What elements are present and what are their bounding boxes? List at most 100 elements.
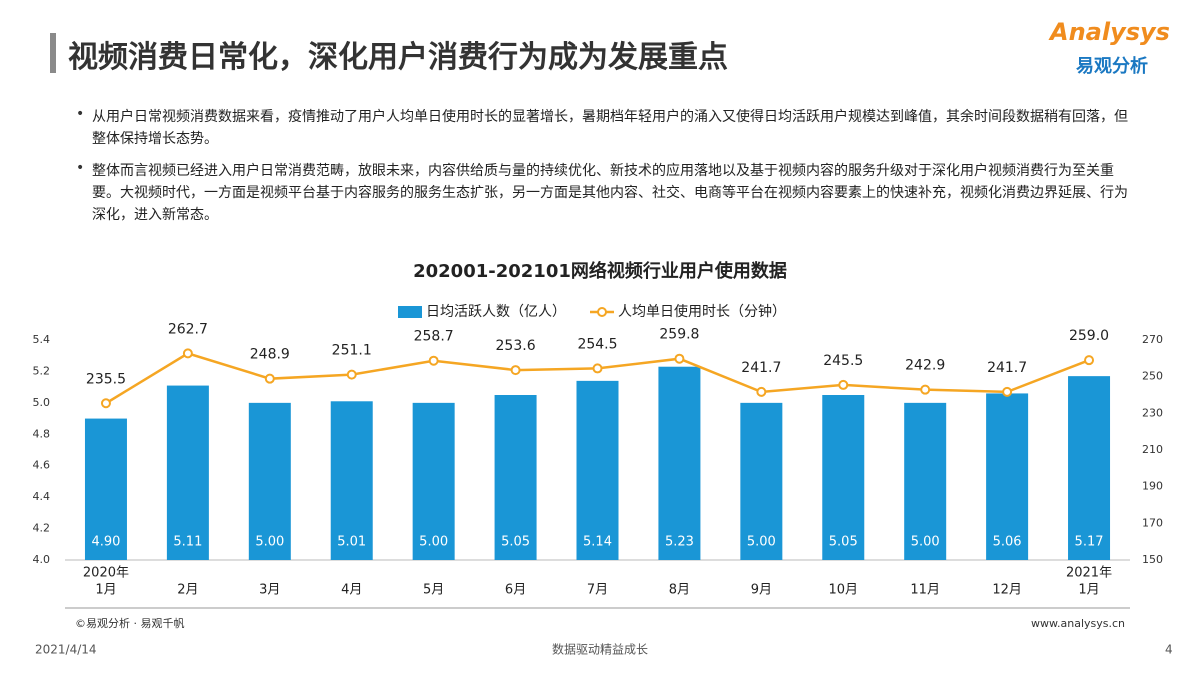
- logo-brand: Analysys: [1050, 18, 1170, 46]
- line-marker: [100, 398, 111, 409]
- line-value-label: 241.7: [741, 360, 781, 376]
- bar-value-label: 5.06: [993, 535, 1022, 550]
- bar: [822, 395, 865, 560]
- x-tick-label: 1月: [1078, 583, 1099, 598]
- x-tick-label: 5月: [423, 583, 444, 598]
- x-tick-label: 10月: [828, 583, 858, 598]
- line-marker: [920, 384, 931, 395]
- bar-value-label: 4.90: [91, 535, 120, 550]
- line-value-label: 242.9: [905, 358, 945, 374]
- y-tick-label: 4.6: [33, 459, 51, 472]
- x-tick-label: 2月: [177, 583, 198, 598]
- y-tick-label: 5.0: [33, 396, 51, 409]
- bar: [658, 366, 701, 560]
- line-value-label: 235.5: [86, 371, 126, 387]
- legend-swatch: [398, 306, 422, 318]
- y2-tick-label: 250: [1142, 370, 1163, 383]
- bar-value-label: 5.00: [747, 535, 776, 550]
- x-tick-label: 3月: [259, 583, 280, 598]
- y2-tick-label: 150: [1142, 553, 1163, 566]
- line-value-label: 259.0: [1069, 328, 1109, 344]
- bar-value-label: 5.05: [501, 535, 530, 550]
- y-tick-label: 4.0: [33, 553, 51, 566]
- legend-label: 日均活跃人数（亿人）: [426, 304, 566, 320]
- x-tick-label: 4月: [341, 583, 362, 598]
- line-value-label: 254.5: [577, 336, 617, 352]
- line-value-label: 262.7: [168, 321, 208, 337]
- bar: [986, 393, 1029, 560]
- bullet-text: 整体而言视频已经进入用户日常消费范畴，放眼未来，内容供给质与量的持续优化、新技术…: [92, 163, 1128, 223]
- bar-value-label: 5.17: [1075, 535, 1104, 550]
- x-tick-label: 7月: [587, 583, 608, 598]
- y2-tick-label: 230: [1142, 406, 1163, 419]
- line-marker: [182, 348, 193, 359]
- url: www.analysys.cn: [1031, 617, 1125, 630]
- bar: [248, 402, 291, 560]
- line-marker: [428, 355, 439, 366]
- source: ©易观分析 · 易观千帆: [75, 616, 185, 630]
- line-value-label: 251.1: [332, 343, 372, 359]
- y-tick-label: 4.2: [33, 522, 51, 535]
- line-value-label: 253.6: [496, 338, 536, 354]
- y2-tick-label: 270: [1142, 333, 1163, 346]
- bar-value-label: 5.00: [255, 535, 284, 550]
- line-marker: [346, 369, 357, 380]
- slogan: 数据驱动精益成长: [552, 642, 648, 657]
- bar: [904, 402, 947, 560]
- bar: [166, 385, 209, 560]
- bar-value-label: 5.00: [911, 535, 940, 550]
- x-tick-label: 9月: [751, 583, 772, 598]
- line-marker: [264, 373, 275, 384]
- bullet-dot: •: [76, 160, 85, 176]
- x-tick-year: 2020年: [83, 566, 129, 581]
- bullet-dot: •: [76, 106, 85, 122]
- line-marker: [1084, 355, 1095, 366]
- x-tick-label: 12月: [992, 583, 1022, 598]
- line-marker: [592, 363, 603, 374]
- bar-value-label: 5.11: [173, 535, 202, 550]
- line-value-label: 241.7: [987, 360, 1027, 376]
- bar-value-label: 5.23: [665, 535, 694, 550]
- bar: [84, 418, 127, 560]
- page-number: 4: [1165, 643, 1173, 657]
- bar: [330, 401, 373, 560]
- date: 2021/4/14: [35, 643, 97, 657]
- line-value-label: 258.7: [414, 329, 454, 345]
- chart-title: 202001-202101网络视频行业用户使用数据: [413, 260, 787, 282]
- bar-value-label: 5.00: [419, 535, 448, 550]
- y-tick-label: 4.8: [33, 427, 51, 440]
- logo-cn: 易观分析: [1076, 56, 1148, 77]
- y2-tick-label: 210: [1142, 443, 1163, 456]
- line-marker: [756, 386, 767, 397]
- line-value-label: 259.8: [659, 327, 699, 343]
- line-value-label: 248.9: [250, 347, 290, 363]
- legend-label: 人均单日使用时长（分钟）: [618, 303, 786, 320]
- line-marker: [674, 353, 685, 364]
- bar-value-label: 5.14: [583, 535, 612, 550]
- line-marker: [1002, 386, 1013, 397]
- title-bar: [50, 33, 56, 73]
- bar: [576, 380, 619, 560]
- bar-value-label: 5.01: [337, 535, 366, 550]
- y-tick-label: 5.2: [33, 364, 51, 377]
- bar: [1068, 376, 1111, 560]
- y-tick-label: 5.4: [33, 333, 51, 346]
- x-tick-label: 6月: [505, 583, 526, 598]
- y-tick-label: 4.4: [33, 490, 51, 503]
- slide-title: 视频消费日常化，深化用户消费行为成为发展重点: [68, 40, 728, 75]
- bullet-text: 从用户日常视频消费数据来看，疫情推动了用户人均单日使用时长的显著增长，暑期档年轻…: [92, 109, 1128, 147]
- y2-tick-label: 190: [1142, 480, 1163, 493]
- y2-tick-label: 170: [1142, 516, 1163, 529]
- x-tick-label: 11月: [910, 583, 940, 598]
- x-tick-label: 8月: [669, 583, 690, 598]
- bar: [494, 395, 537, 560]
- line-value-label: 245.5: [823, 353, 863, 369]
- bar: [412, 402, 455, 560]
- bar: [740, 402, 783, 560]
- line-marker: [838, 379, 849, 390]
- x-tick-label: 1月: [95, 583, 116, 598]
- x-tick-year: 2021年: [1066, 566, 1112, 581]
- legend-swatch: [597, 307, 607, 317]
